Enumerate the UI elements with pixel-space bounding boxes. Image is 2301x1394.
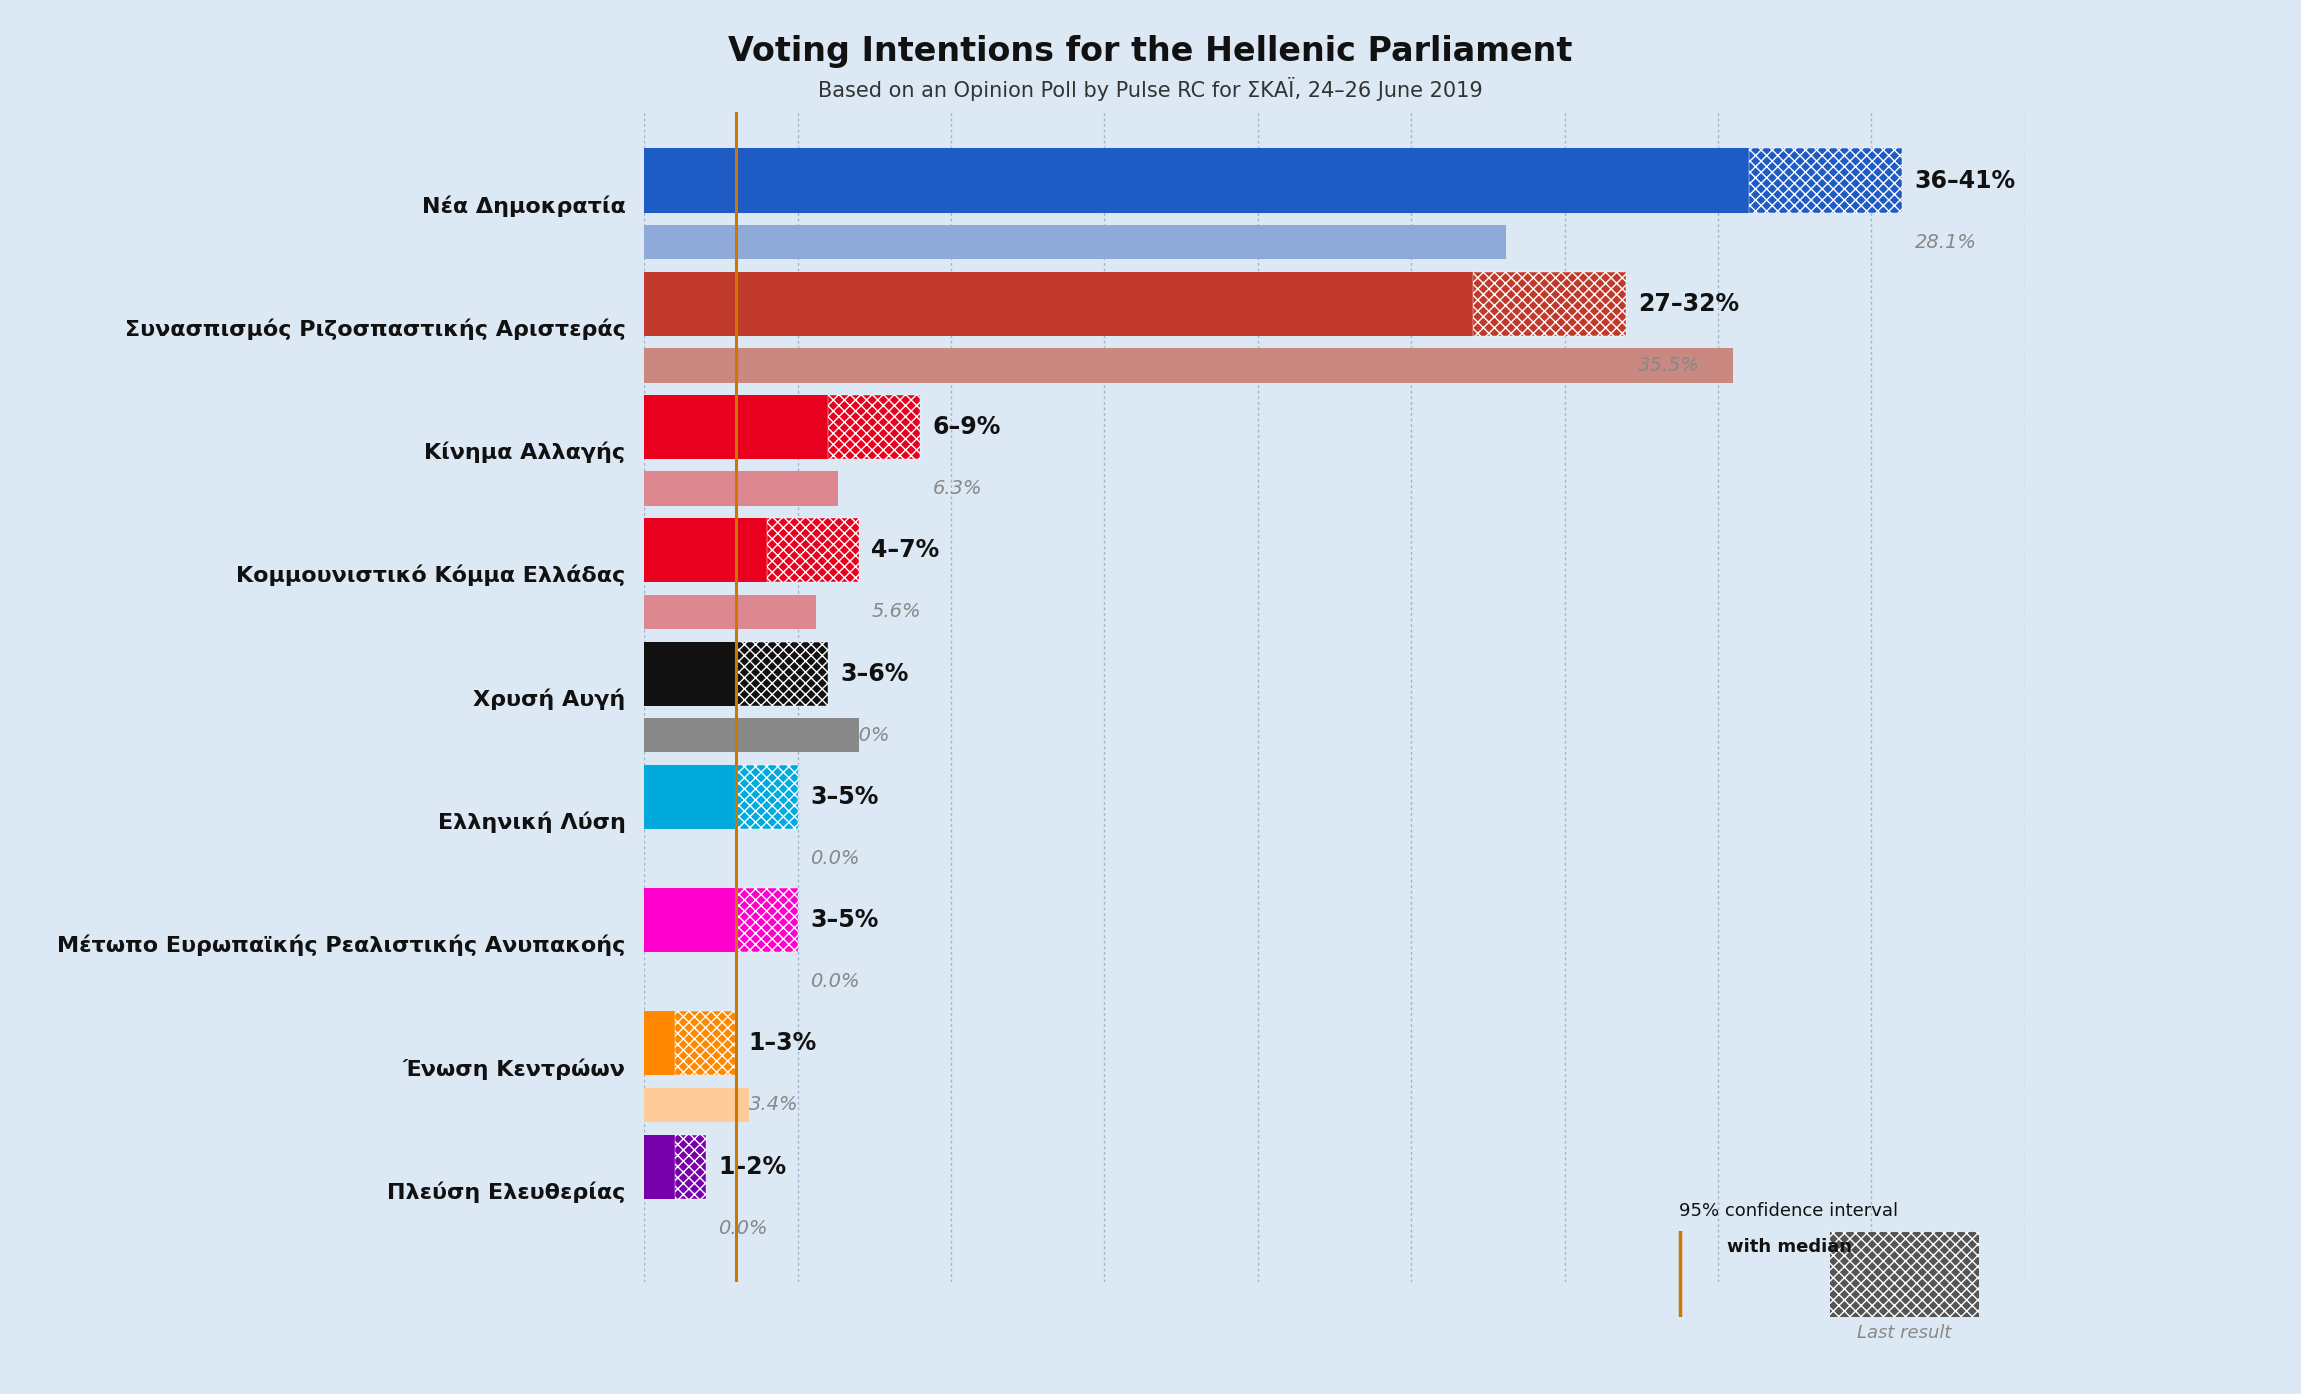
Bar [644,718,858,753]
Bar [644,1087,748,1122]
Bar [674,1011,736,1075]
Text: 7.0%: 7.0% [840,726,890,744]
Text: Voting Intentions for the Hellenic Parliament: Voting Intentions for the Hellenic Parli… [729,35,1572,68]
Bar [644,224,1507,259]
Text: 6.3%: 6.3% [932,480,983,498]
Bar [644,272,1473,336]
Bar [1473,272,1627,336]
Bar [644,888,736,952]
Bar [736,641,828,705]
Bar [644,224,1507,259]
Bar [766,519,858,583]
Text: 36–41%: 36–41% [1914,169,2016,192]
Bar [644,1087,748,1122]
Bar [644,641,736,705]
Text: 1–2%: 1–2% [718,1154,787,1178]
Text: 3–5%: 3–5% [810,907,879,933]
Text: Last result: Last result [1857,1324,1951,1342]
Text: with median: with median [1726,1238,1852,1256]
Text: 4–7%: 4–7% [872,538,939,562]
Text: 3–6%: 3–6% [840,662,909,686]
Text: 28.1%: 28.1% [1914,233,1977,252]
Text: 3–5%: 3–5% [810,785,879,809]
Text: 0.0%: 0.0% [810,849,861,868]
Text: Based on an Opinion Poll by Pulse RC for ΣΚΑΪ, 24–26 June 2019: Based on an Opinion Poll by Pulse RC for… [819,77,1482,100]
Bar [644,765,736,829]
Bar [644,471,838,506]
Text: 5.6%: 5.6% [872,602,920,622]
Bar [644,1011,674,1075]
Bar [828,395,920,459]
Text: 1–3%: 1–3% [748,1032,817,1055]
Bar [644,471,838,506]
Bar [1749,149,1903,213]
Text: 0.0%: 0.0% [718,1218,769,1238]
Text: 27–32%: 27–32% [1638,291,1740,316]
Bar [644,718,858,753]
Bar [736,765,798,829]
Bar [644,595,817,629]
Bar [644,348,1733,383]
Text: 0.0%: 0.0% [810,972,861,991]
Bar [644,595,817,629]
Bar [736,888,798,952]
Text: 6–9%: 6–9% [932,415,1001,439]
Text: 35.5%: 35.5% [1638,355,1700,375]
Bar [644,348,1733,383]
Bar [644,149,1749,213]
Bar [644,395,828,459]
Text: 3.4%: 3.4% [748,1096,798,1114]
Bar [644,519,766,583]
Text: 95% confidence interval: 95% confidence interval [1680,1202,1898,1220]
Bar [674,1135,706,1199]
Bar [644,1135,674,1199]
